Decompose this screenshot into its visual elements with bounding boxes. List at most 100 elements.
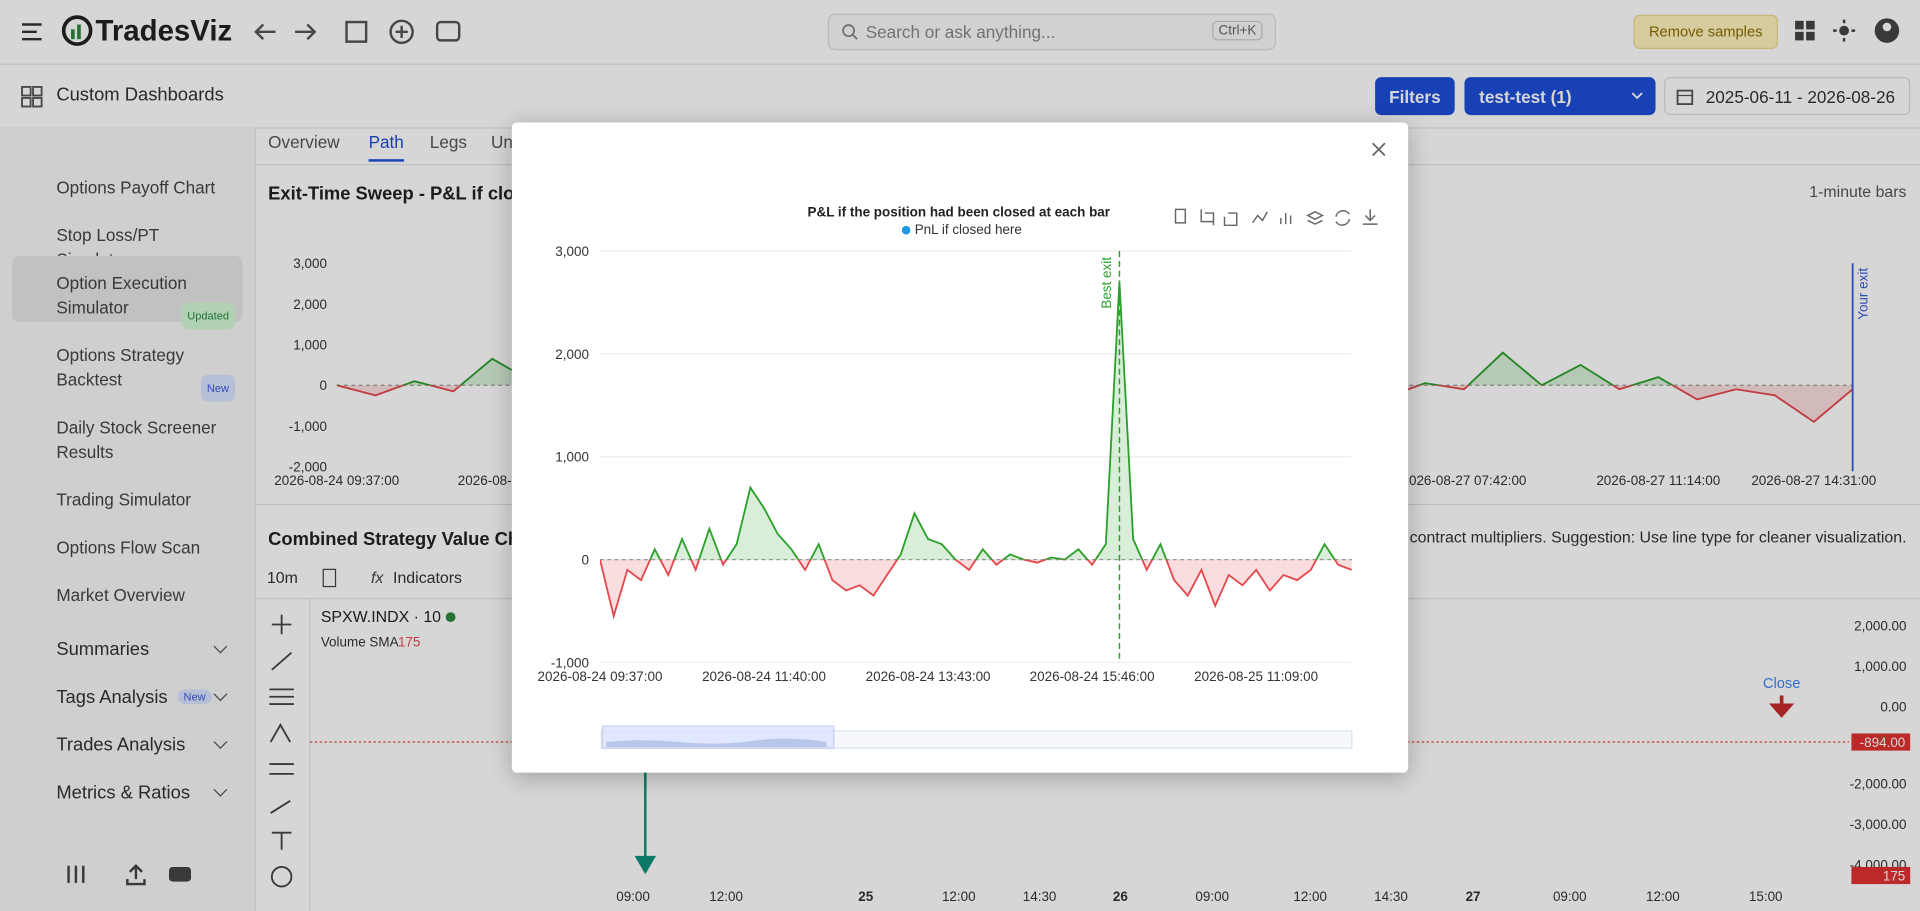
footer-icons[interactable] bbox=[64, 862, 199, 886]
tab[interactable]: Legs bbox=[429, 132, 467, 152]
interval[interactable]: 10m bbox=[267, 570, 298, 587]
modal bbox=[511, 122, 1409, 773]
sidebar-item[interactable]: Trading Simulator bbox=[56, 487, 227, 511]
tab[interactable]: Overview bbox=[268, 132, 340, 152]
section-label: Trades Analysis bbox=[56, 734, 186, 756]
logo-icon bbox=[61, 15, 93, 46]
area-negative bbox=[336, 385, 1853, 422]
sidebar-item[interactable]: Market Overview bbox=[56, 583, 227, 607]
price-axis-label: -2,000.00 bbox=[1850, 777, 1907, 792]
sidebar-item[interactable]: Options Flow Scan bbox=[56, 535, 227, 559]
time-axis-label: 12:00 bbox=[709, 889, 743, 904]
symbol: SPXW.INDX · 10 bbox=[321, 609, 441, 626]
status-dot bbox=[445, 612, 456, 623]
sidebar-item-label: Trading Simulator bbox=[56, 489, 192, 510]
time-axis-label: 14:30 bbox=[1023, 889, 1057, 904]
search-box[interactable]: Search or ask anything... Ctrl+K bbox=[827, 13, 1276, 51]
time-axis-label: 27 bbox=[1466, 889, 1481, 904]
sidebar-section[interactable]: Trades Analysis bbox=[56, 735, 185, 756]
price-axis-label: -3,000.00 bbox=[1850, 817, 1907, 832]
time-axis-label: 09:00 bbox=[1553, 889, 1587, 904]
date-range[interactable]: 2025-06-11 - 2026-08-26 bbox=[1664, 77, 1911, 116]
y-tick-label: 0 bbox=[319, 378, 326, 393]
header: TradesViz Search or ask anything... Ctrl… bbox=[0, 0, 1920, 65]
sidebar-section[interactable]: Tags Analysis New bbox=[56, 686, 212, 708]
account-dropdown[interactable]: test-test (1) bbox=[1464, 77, 1656, 116]
header-icons[interactable] bbox=[1793, 17, 1903, 46]
badge: New bbox=[177, 689, 212, 705]
sidebar-item[interactable]: Options Strategy Backtest New bbox=[56, 343, 236, 402]
y-tick-label: 2,000 bbox=[293, 297, 327, 312]
time-axis-label: 12:00 bbox=[1293, 889, 1327, 904]
sidebar-section[interactable]: Metrics & Ratios bbox=[56, 782, 190, 803]
close-label: Close bbox=[1763, 676, 1801, 692]
filters-label: Filters bbox=[1389, 86, 1441, 106]
nav-icons[interactable] bbox=[251, 17, 471, 46]
remove-samples-button[interactable]: Remove samples bbox=[1633, 14, 1778, 49]
time-axis-label: 26 bbox=[1113, 889, 1128, 904]
dashboard-icon bbox=[21, 86, 43, 108]
x-tick-label: 2026-08-27 14:31:00 bbox=[1751, 473, 1876, 488]
price-axis-label: 2,000.00 bbox=[1854, 619, 1906, 634]
dashboard-selector[interactable]: Custom Dashboards bbox=[56, 84, 224, 106]
price-tag bbox=[1851, 866, 1911, 885]
sidebar-section[interactable]: Summaries bbox=[56, 639, 149, 660]
time-axis-label: 15:00 bbox=[1749, 889, 1783, 904]
sidebar-item-label: Options Flow Scan bbox=[56, 537, 201, 558]
y-tick-label: 1,000 bbox=[293, 337, 327, 352]
badge: Updated bbox=[181, 302, 236, 330]
search-placeholder: Search or ask anything... bbox=[865, 22, 1056, 42]
sidebar-item-label: Options Payoff Chart bbox=[56, 177, 216, 198]
section-label: Metrics & Ratios bbox=[56, 782, 191, 804]
sidebar-item[interactable]: Option Execution Simulator Updated bbox=[56, 271, 236, 330]
menu-icon[interactable] bbox=[20, 20, 44, 44]
drawing-tools[interactable] bbox=[269, 614, 294, 888]
logo[interactable]: TradesViz bbox=[95, 14, 233, 48]
price-axis-label: 175 bbox=[1883, 868, 1905, 883]
section-label: Tags Analysis bbox=[56, 686, 168, 708]
volume-value: 175 bbox=[398, 635, 420, 650]
y-tick-label: 3,000 bbox=[293, 256, 327, 271]
footer-icon-set[interactable] bbox=[64, 862, 199, 886]
time-axis-label: 09:00 bbox=[616, 889, 650, 904]
time-axis-label: 14:30 bbox=[1374, 889, 1408, 904]
price-tag bbox=[1851, 733, 1911, 751]
sidebar-item-label: Options Strategy Backtest bbox=[56, 345, 185, 390]
volume-label: Volume SMA bbox=[321, 635, 399, 650]
sweep-note: 1-minute bars bbox=[1809, 184, 1906, 201]
chevron bbox=[1631, 92, 1643, 100]
tab[interactable]: Path bbox=[368, 132, 404, 162]
remove-samples-label: Remove samples bbox=[1648, 23, 1763, 41]
section-label: Summaries bbox=[56, 639, 150, 661]
x-tick-label: 2026-08-27 11:14:00 bbox=[1596, 473, 1720, 488]
combined-title: Combined Strategy Value Chart bbox=[268, 528, 542, 549]
time-axis-label: 12:00 bbox=[942, 889, 976, 904]
sidebar-item[interactable]: Daily Stock Screener Results bbox=[56, 415, 227, 464]
y-tick-label: -1,000 bbox=[289, 419, 327, 434]
time-axis-label: 09:00 bbox=[1195, 889, 1229, 904]
time-axis-label: 12:00 bbox=[1646, 889, 1680, 904]
badge: New bbox=[200, 374, 236, 402]
x-tick-label: 2026-08-24 bbox=[458, 473, 527, 488]
sweep-title: Exit-Time Sweep - P&L if closed bbox=[268, 183, 546, 204]
price-axis-label: 1,000.00 bbox=[1854, 659, 1906, 674]
date-range-label: 2025-06-11 - 2026-08-26 bbox=[1705, 86, 1896, 107]
combined-note: and contract multipliers. Suggestion: Us… bbox=[1379, 529, 1907, 546]
search-icon bbox=[842, 24, 858, 40]
sidebar-item-label: Daily Stock Screener Results bbox=[56, 417, 217, 462]
x-tick-label: 2026-08-27 07:42:00 bbox=[1401, 473, 1526, 488]
your-exit-label: Your exit bbox=[1855, 268, 1870, 320]
sidebar-item[interactable]: Options Payoff Chart bbox=[56, 175, 227, 199]
search-shortcut: Ctrl+K bbox=[1212, 20, 1263, 41]
close-arrow bbox=[1769, 695, 1795, 718]
candle-type-icon[interactable] bbox=[322, 568, 337, 588]
y-tick-label: -2,000 bbox=[289, 459, 327, 474]
sidebar-item-label: Option Execution Simulator bbox=[56, 273, 187, 318]
filters-button[interactable]: Filters bbox=[1375, 77, 1455, 116]
indicators[interactable]: Indicators bbox=[393, 570, 462, 587]
price-axis-label: -894.00 bbox=[1860, 735, 1906, 750]
x-tick-label: 2026-08-24 09:37:00 bbox=[274, 473, 399, 488]
fx-icon: fx bbox=[371, 570, 384, 587]
